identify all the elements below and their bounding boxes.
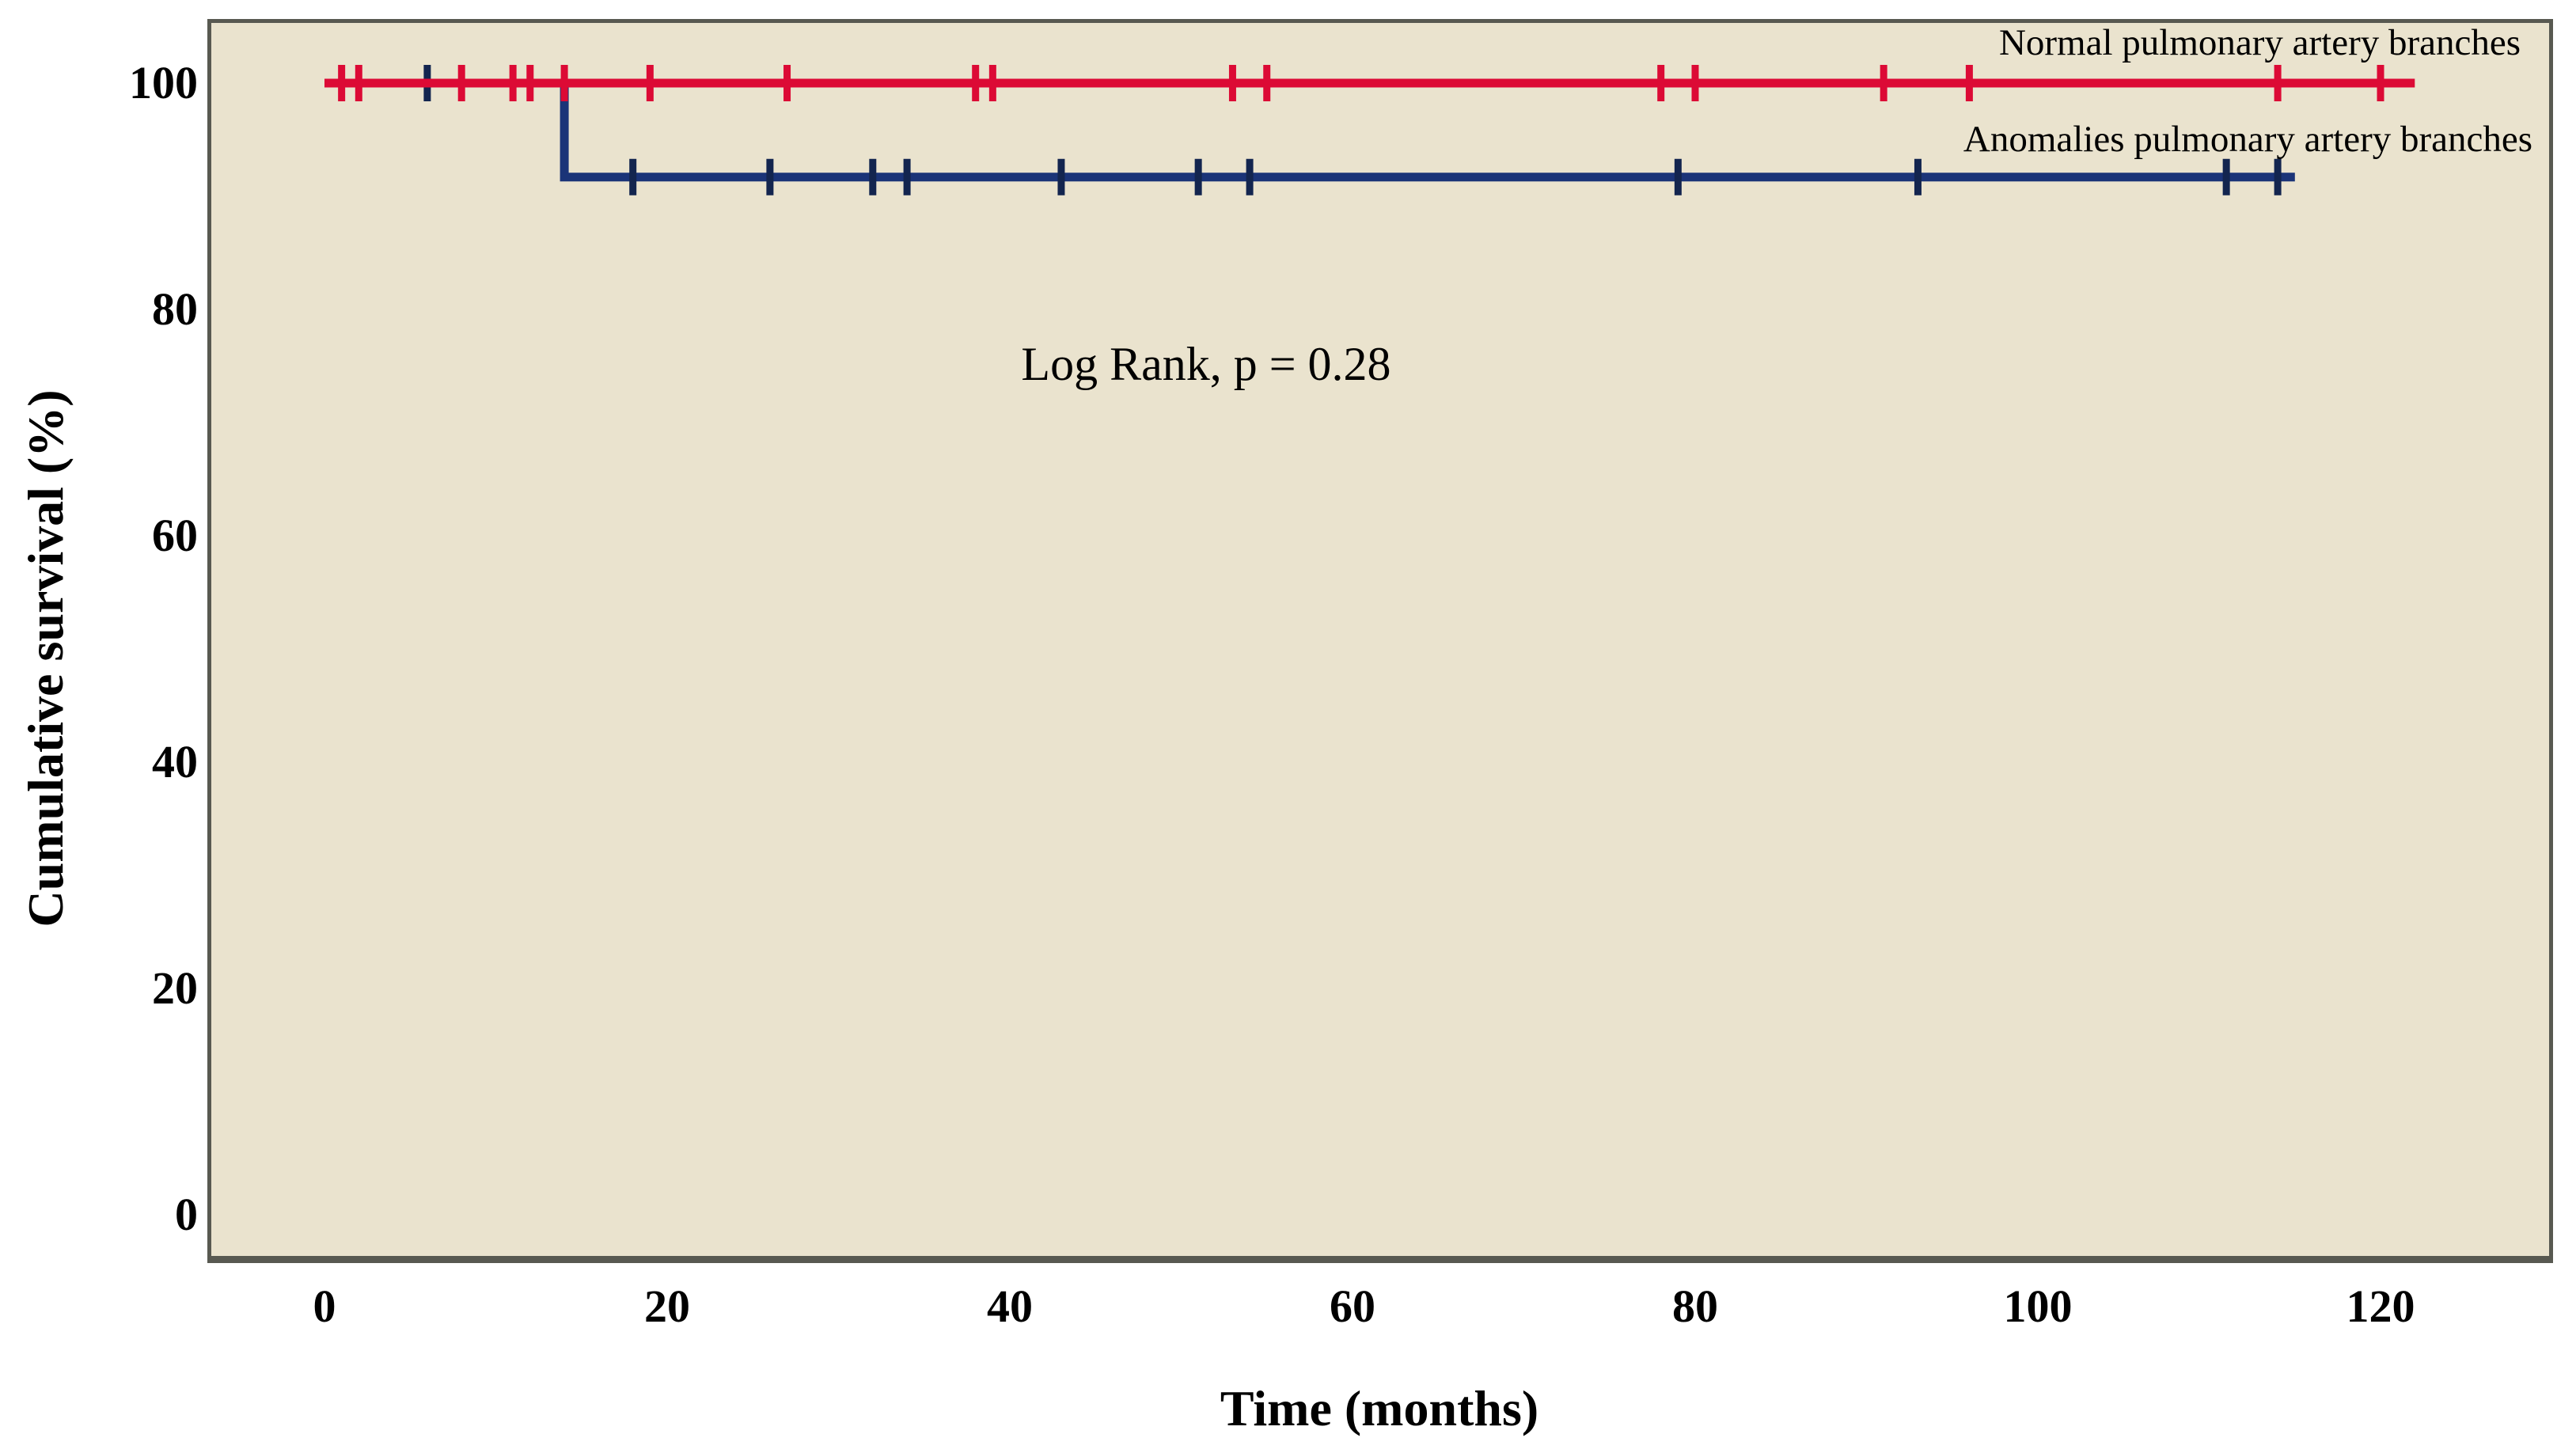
x-tick-label-120: 120 — [2346, 1280, 2415, 1332]
y-axis-title: Cumulative survival (%) — [17, 389, 74, 928]
series-label-anomalies: Anomalies pulmonary artery branches — [1963, 119, 2532, 160]
y-tick-label-20: 20 — [152, 962, 198, 1014]
y-tick-label-0: 0 — [175, 1189, 198, 1240]
plot-area — [207, 19, 2553, 1263]
y-tick-label-100: 100 — [129, 57, 198, 108]
log-rank-annotation: Log Rank, p = 0.28 — [1021, 338, 1391, 390]
y-tick-label-80: 80 — [152, 283, 198, 335]
x-tick-label-80: 80 — [1672, 1280, 1718, 1332]
series-label-normal: Normal pulmonary artery branches — [1998, 22, 2521, 63]
x-axis-title: Time (months) — [1220, 1380, 1539, 1436]
y-tick-label-40: 40 — [152, 736, 198, 787]
y-tick-label-60: 60 — [152, 510, 198, 561]
x-tick-label-20: 20 — [644, 1280, 690, 1332]
x-tick-label-0: 0 — [313, 1280, 336, 1332]
x-tick-label-60: 60 — [1330, 1280, 1375, 1332]
x-tick-label-40: 40 — [987, 1280, 1033, 1332]
x-tick-label-100: 100 — [2003, 1280, 2073, 1332]
